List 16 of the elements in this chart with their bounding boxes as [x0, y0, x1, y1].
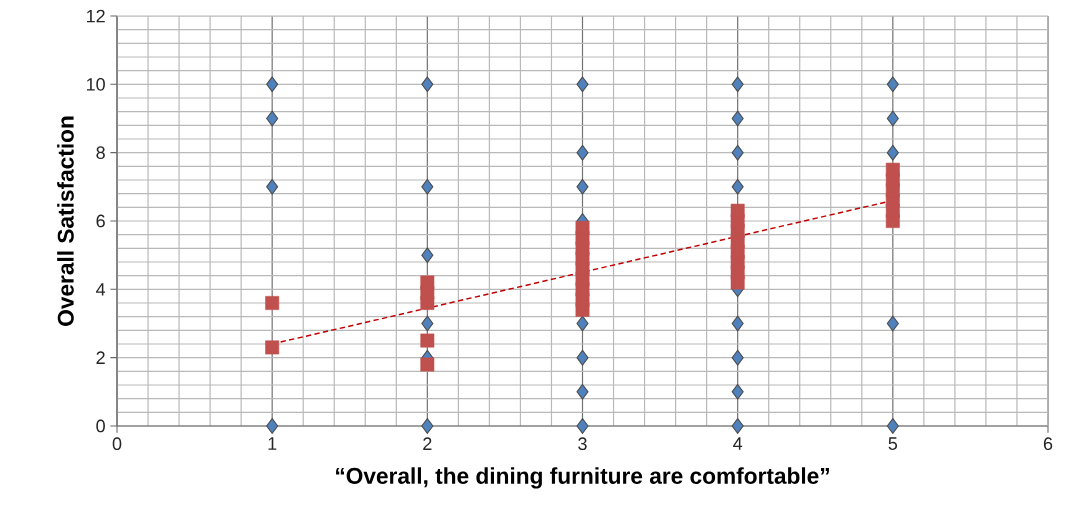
y-axis-title: Overall Satisfaction	[57, 116, 74, 326]
y-tick-label: 10	[86, 77, 105, 91]
x-tick-label: 6	[1043, 437, 1053, 451]
y-tick-label: 0	[96, 419, 105, 433]
x-tick-label: 0	[112, 437, 122, 451]
y-tick-label: 8	[96, 146, 105, 160]
x-tick-label: 2	[423, 437, 432, 450]
x-axis-title: “Overall, the dining furniture are comfortable”	[336, 467, 829, 489]
y-tick-label: 4	[96, 283, 106, 296]
y-tick-label: 6	[96, 214, 105, 228]
y-tick-label: 2	[96, 351, 105, 364]
x-tick-label: 1	[268, 437, 277, 450]
x-tick-label: 4	[733, 437, 743, 450]
x-tick-label: 3	[578, 437, 587, 451]
x-tick-label: 5	[888, 437, 898, 450]
y-tick-label: 12	[86, 9, 105, 23]
